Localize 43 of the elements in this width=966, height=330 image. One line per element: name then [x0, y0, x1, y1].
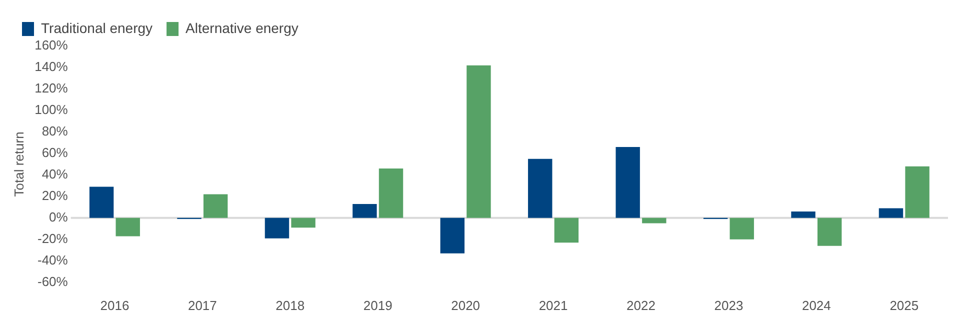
y-tick-label: 20%: [42, 188, 68, 204]
y-tick-label: 160%: [34, 38, 68, 53]
bar: [905, 166, 930, 218]
bar: [878, 208, 904, 218]
bar: [642, 218, 666, 224]
bar: [116, 218, 140, 236]
bar: [616, 147, 640, 218]
x-tick-label: 2025: [890, 298, 919, 313]
x-tick-label: 2018: [276, 298, 305, 313]
bar: [466, 65, 491, 218]
bar: [203, 194, 228, 218]
x-tick-label: 2016: [100, 298, 130, 313]
y-tick-label: 60%: [42, 145, 68, 160]
bar: [554, 218, 579, 243]
x-tick-label: 2020: [451, 298, 480, 313]
legend-label: Traditional energy: [41, 20, 153, 36]
bar: [352, 204, 377, 218]
bar: [528, 158, 552, 218]
x-tick-label: 2021: [538, 298, 568, 313]
bar: [378, 168, 404, 218]
bar: [440, 218, 465, 254]
x-tick-label: 2023: [714, 298, 744, 313]
x-tick-label: 2017: [188, 298, 217, 313]
x-tick-label: 2019: [363, 298, 392, 313]
bar: [89, 186, 114, 218]
y-tick-label: 120%: [34, 80, 68, 96]
y-axis-title: Total return: [11, 132, 26, 197]
y-tick-label: 40%: [42, 166, 68, 182]
y-tick-label: -20%: [37, 230, 68, 246]
y-tick-label: -60%: [37, 274, 68, 289]
y-tick-label: 100%: [34, 102, 68, 118]
x-tick-label: 2024: [802, 298, 831, 313]
bar: [730, 218, 754, 240]
y-tick-label: -40%: [37, 252, 68, 268]
bar: [791, 211, 816, 218]
y-tick-label: 140%: [34, 59, 68, 74]
bar: [817, 218, 842, 246]
y-tick-label: 0%: [49, 210, 68, 225]
x-tick-label: 2022: [626, 298, 656, 313]
bar: [291, 218, 316, 228]
legend-label: Alternative energy: [186, 20, 298, 36]
bar: [264, 218, 290, 238]
y-tick-label: 80%: [42, 124, 68, 139]
